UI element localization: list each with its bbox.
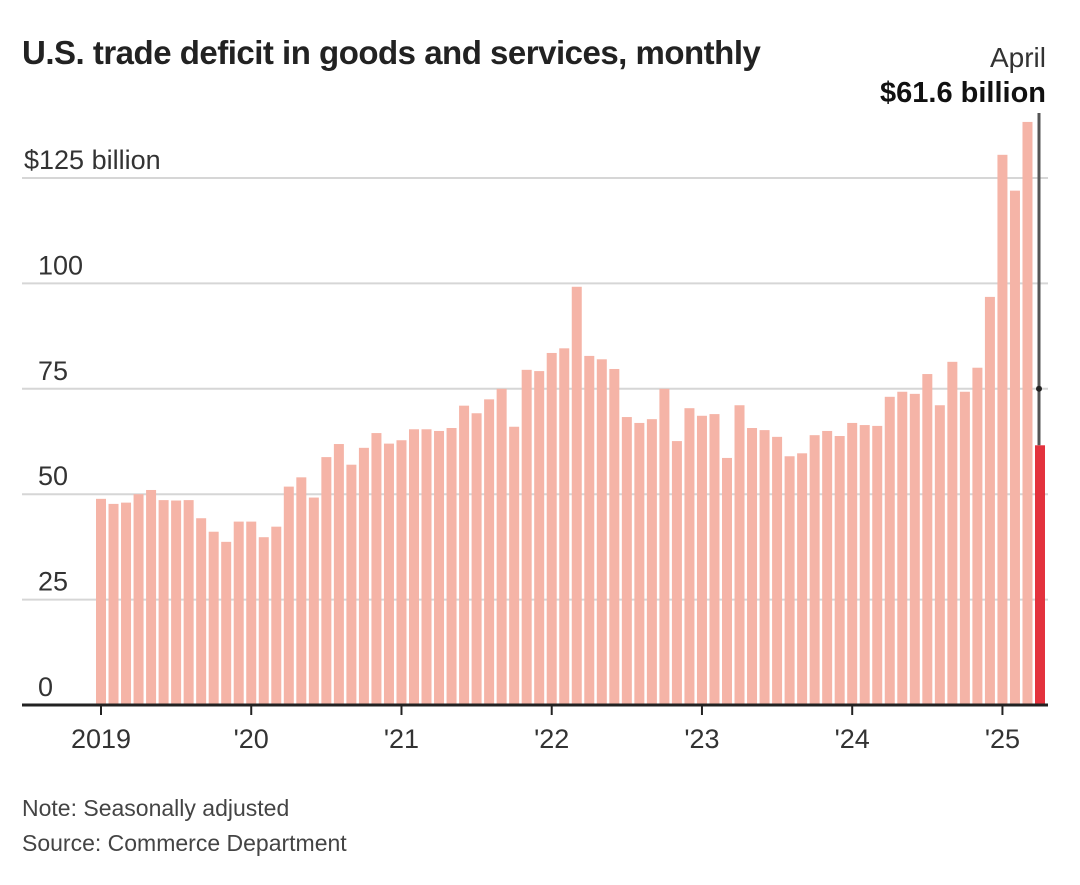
bar (722, 457, 732, 705)
bar (396, 440, 407, 705)
annotation-dot (1036, 385, 1042, 392)
x-tick-label: '23 (684, 724, 719, 754)
bar (484, 399, 495, 705)
bar (383, 443, 394, 705)
bar (546, 352, 557, 705)
bar (358, 447, 369, 705)
bar (872, 425, 883, 705)
chart-title: U.S. trade deficit in goods and services… (22, 34, 761, 71)
y-tick-label: 75 (38, 356, 68, 386)
bar (183, 500, 194, 705)
bar (972, 367, 983, 705)
bar (521, 369, 532, 705)
bar (822, 430, 833, 705)
bar (897, 391, 908, 705)
bar (221, 541, 232, 705)
bar (534, 371, 545, 705)
bar (759, 430, 770, 705)
bar (621, 417, 632, 705)
x-tick-label: '24 (835, 724, 870, 754)
annotation-month: April (989, 42, 1046, 73)
bar (346, 464, 357, 705)
bar (321, 457, 332, 705)
bar (333, 444, 344, 705)
bar (634, 422, 645, 705)
bar (934, 405, 945, 705)
bar (459, 405, 470, 705)
bar (96, 498, 106, 705)
bar (834, 436, 845, 705)
x-tick-label: '22 (534, 724, 569, 754)
bar (709, 414, 720, 705)
bar-highlight (1035, 445, 1045, 705)
bar (133, 494, 144, 705)
bar (421, 429, 432, 705)
bar (296, 477, 307, 705)
chart-source: Source: Commerce Department (22, 830, 347, 856)
bar (196, 518, 207, 705)
bar (559, 348, 570, 705)
chart-note: Note: Seasonally adjusted (22, 795, 290, 821)
x-tick-label: '25 (985, 724, 1020, 754)
y-tick-label: 25 (38, 567, 68, 597)
bar (233, 521, 244, 705)
bar (283, 486, 294, 705)
bar (1022, 121, 1033, 706)
bar (809, 435, 820, 705)
bar (271, 526, 282, 705)
bar (784, 456, 795, 705)
bar (434, 430, 445, 705)
bar (609, 368, 620, 705)
bar (258, 537, 269, 705)
bar (959, 391, 970, 705)
bar (646, 419, 657, 705)
bar (446, 428, 457, 705)
bar (146, 489, 157, 705)
x-tick-label: 2019 (71, 724, 131, 754)
bar (847, 422, 858, 705)
bar (584, 355, 595, 705)
bar (1009, 190, 1020, 705)
bar (797, 453, 808, 705)
bar (909, 393, 920, 705)
bar (571, 286, 582, 705)
bar (158, 500, 169, 705)
bar (171, 500, 182, 705)
bar (747, 428, 758, 705)
bar (997, 154, 1008, 705)
bar (659, 388, 670, 705)
bar (509, 426, 520, 705)
annotation-value: $61.6 billion (880, 77, 1046, 109)
bar (308, 497, 319, 705)
bar (496, 388, 507, 705)
bar (684, 408, 695, 705)
y-tick-label: $125 billion (24, 145, 161, 175)
x-tick-label: '20 (234, 724, 269, 754)
y-tick-label: 50 (38, 461, 68, 491)
bar (947, 361, 958, 705)
bar (859, 425, 870, 705)
y-tick-label: 0 (38, 672, 53, 702)
bar (884, 396, 895, 705)
bar (246, 521, 257, 705)
bar (208, 531, 219, 705)
bar (121, 502, 132, 705)
y-tick-label: 100 (38, 250, 83, 280)
bar (922, 374, 933, 705)
bar (734, 405, 745, 705)
bar (772, 436, 783, 705)
bar (984, 296, 995, 705)
bar (108, 503, 119, 705)
bar (409, 429, 419, 705)
bar (671, 441, 682, 705)
x-tick-label: '21 (384, 724, 419, 754)
bar (471, 413, 482, 705)
bar (596, 359, 607, 705)
bar (371, 433, 382, 705)
bar (696, 415, 707, 705)
